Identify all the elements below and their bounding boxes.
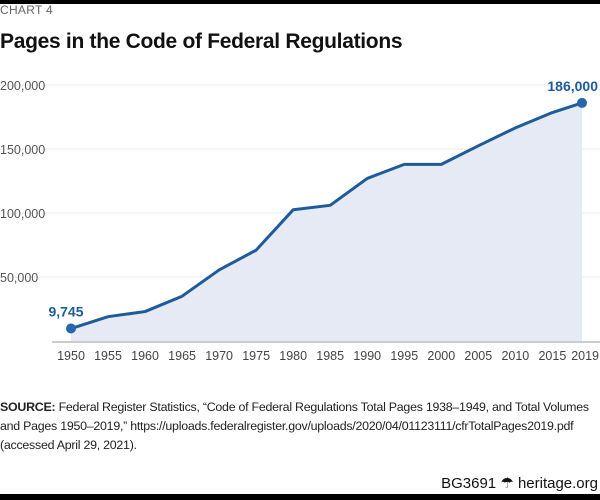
chart-area: 50,000 100,000 150,000 200,000 1950 1955 1960 1… — [0, 78, 600, 363]
x-tick-label: 1960 — [131, 349, 159, 363]
x-tick-label: 1990 — [353, 349, 381, 363]
report-code: BG3691 — [441, 475, 497, 492]
x-tick-label: 1955 — [94, 349, 122, 363]
x-tick-label: 1995 — [390, 349, 418, 363]
source-note: SOURCE: Federal Register Statistics, “Co… — [0, 398, 598, 455]
x-tick-label: 2000 — [427, 349, 455, 363]
x-tick-label: 1950 — [57, 349, 85, 363]
liberty-bell-icon: ☂ — [500, 475, 514, 492]
data-label: 9,745 — [48, 304, 83, 320]
footer: BG3691 ☂ heritage.org — [441, 474, 598, 492]
x-tick-label: 2005 — [464, 349, 492, 363]
source-text: Federal Register Statistics, “Code of Fe… — [0, 400, 589, 452]
y-tick-label: 150,000 — [0, 143, 45, 157]
data-point-marker — [66, 323, 76, 334]
bottom-border — [0, 494, 600, 500]
x-tick-label: 1985 — [316, 349, 344, 363]
data-label: 186,000 — [547, 78, 598, 94]
y-tick-label: 200,000 — [0, 79, 45, 93]
chart-kicker: CHART 4 — [0, 3, 54, 17]
x-tick-label: 1965 — [168, 349, 196, 363]
series-line — [70, 101, 583, 330]
y-tick-label: 50,000 — [0, 271, 38, 285]
area-fill — [71, 102, 582, 341]
chart-title: Pages in the Code of Federal Regulations — [0, 30, 403, 53]
x-tick-label: 1975 — [242, 349, 270, 363]
data-point-marker — [577, 97, 587, 108]
source-label: SOURCE: — [0, 400, 56, 414]
site-link[interactable]: heritage.org — [517, 475, 598, 492]
x-tick-label: 1980 — [279, 349, 307, 363]
y-tick-label: 100,000 — [0, 207, 45, 221]
x-tick-label: 2010 — [501, 349, 529, 363]
x-tick-label: 1970 — [205, 349, 233, 363]
x-tick-label: 2015 — [538, 349, 566, 363]
x-tick-label: 2019 — [571, 349, 599, 363]
top-border — [0, 0, 600, 4]
